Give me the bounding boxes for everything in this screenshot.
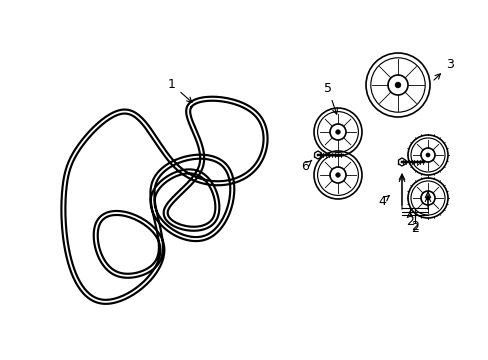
Text: 5: 5: [324, 82, 337, 114]
Circle shape: [335, 130, 340, 134]
Circle shape: [394, 82, 400, 88]
Circle shape: [335, 172, 340, 177]
Text: 2: 2: [410, 222, 418, 235]
Text: 6: 6: [301, 160, 311, 173]
Circle shape: [425, 153, 429, 157]
Text: 3: 3: [433, 58, 453, 80]
Text: 2: 2: [410, 220, 418, 233]
Text: 1: 1: [168, 78, 192, 102]
Text: 2: 2: [405, 215, 413, 228]
Circle shape: [425, 196, 429, 200]
Text: 4: 4: [377, 195, 388, 208]
